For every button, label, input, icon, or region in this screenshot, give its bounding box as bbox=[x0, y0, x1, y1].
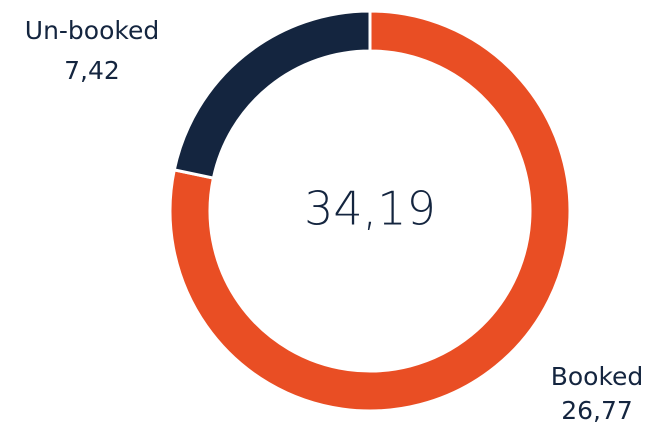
slice-name: Booked bbox=[551, 362, 644, 391]
slice-value: 7,42 bbox=[64, 56, 120, 85]
donut-slice bbox=[168, 9, 572, 413]
center-total: 34,19 bbox=[304, 182, 436, 236]
slice-value: 26,77 bbox=[561, 396, 633, 425]
donut-slice bbox=[172, 9, 372, 180]
slice-name: Un-booked bbox=[25, 16, 159, 45]
